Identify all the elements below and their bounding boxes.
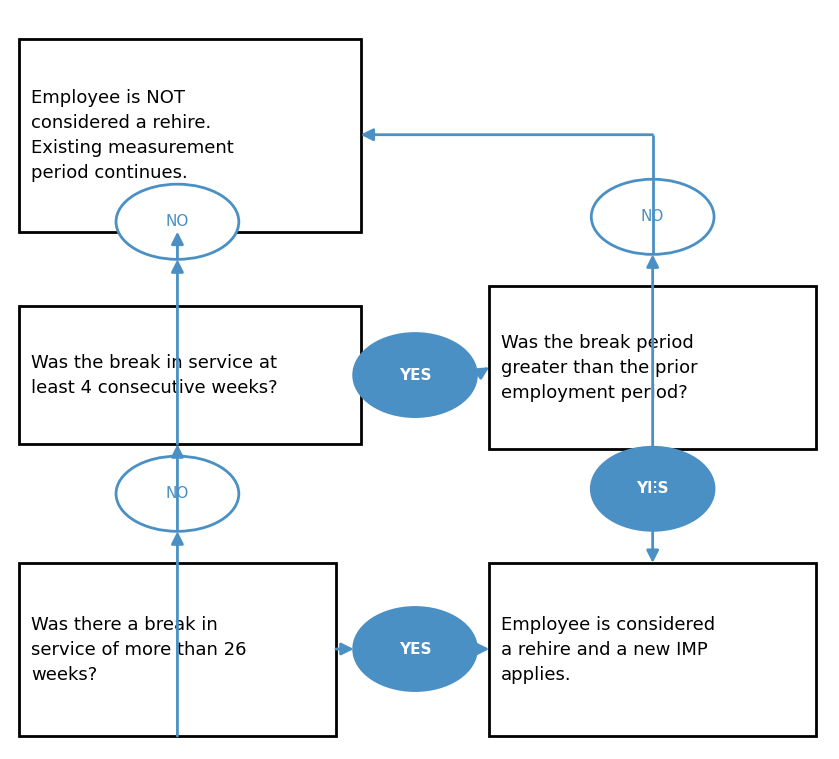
Ellipse shape <box>591 447 714 531</box>
Ellipse shape <box>116 184 239 260</box>
Text: Employee is NOT
considered a rehire.
Existing measurement
period continues.: Employee is NOT considered a rehire. Exi… <box>31 89 233 181</box>
Text: Was there a break in
service of more than 26
weeks?: Was there a break in service of more tha… <box>31 616 247 684</box>
Text: NO: NO <box>166 214 189 229</box>
Ellipse shape <box>354 607 477 691</box>
Text: Was the break in service at
least 4 consecutive weeks?: Was the break in service at least 4 cons… <box>31 354 278 396</box>
Text: YES: YES <box>399 641 431 657</box>
Ellipse shape <box>116 456 239 531</box>
Text: YES: YES <box>399 367 431 383</box>
Bar <box>19 563 336 736</box>
Bar <box>19 306 361 444</box>
Bar <box>489 286 816 449</box>
Text: YES: YES <box>637 481 669 496</box>
Text: Was the break period
greater than the prior
employment period?: Was the break period greater than the pr… <box>501 334 698 402</box>
Bar <box>489 563 816 736</box>
Text: NO: NO <box>166 487 189 501</box>
Bar <box>19 39 361 231</box>
Text: NO: NO <box>641 209 664 225</box>
Ellipse shape <box>591 179 714 254</box>
Text: Employee is considered
a rehire and a new IMP
applies.: Employee is considered a rehire and a ne… <box>501 616 716 684</box>
Ellipse shape <box>354 333 477 417</box>
